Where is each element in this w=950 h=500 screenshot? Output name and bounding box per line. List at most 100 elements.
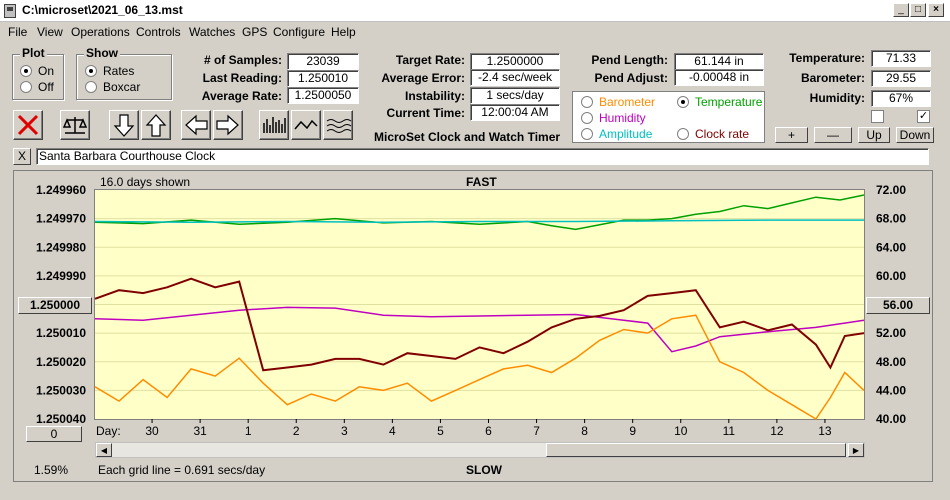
zero-button[interactable]: 0 bbox=[26, 426, 82, 442]
app-icon bbox=[4, 4, 16, 18]
instability-label: Instability: bbox=[404, 89, 465, 103]
plot-on-radio[interactable] bbox=[20, 65, 32, 77]
minus-button[interactable]: — bbox=[814, 127, 852, 143]
center-left-button[interactable]: 1.250000 bbox=[18, 297, 92, 314]
wave-icon bbox=[326, 119, 352, 133]
target-rate-label: Target Rate: bbox=[395, 53, 465, 67]
scroll-right-button[interactable]: ▶ bbox=[848, 443, 864, 457]
menu-view[interactable]: View bbox=[37, 25, 63, 39]
minimize-button[interactable]: _ bbox=[893, 3, 909, 17]
close-button[interactable]: × bbox=[928, 3, 944, 17]
plot-on-label: On bbox=[38, 64, 55, 78]
down-arrow-button[interactable] bbox=[109, 110, 139, 140]
plot-group-title: Plot bbox=[20, 46, 47, 60]
pend-length-field: 61.144 in bbox=[674, 53, 764, 70]
menu-controls[interactable]: Controls bbox=[136, 25, 181, 39]
days-shown-label: 16.0 days shown bbox=[100, 175, 191, 189]
arrow-left-icon bbox=[185, 114, 208, 136]
barometer-field: 29.55 bbox=[871, 70, 931, 87]
plot-off-label: Off bbox=[38, 80, 54, 94]
day-label: Day: bbox=[96, 424, 121, 438]
title-bar: C:\microset\2021_06_13.mst _ □ × bbox=[0, 0, 950, 22]
show-group-title: Show bbox=[84, 46, 120, 60]
series-select-box bbox=[572, 91, 765, 143]
average-error-field: -2.4 sec/week bbox=[470, 69, 560, 86]
plot-off-radio[interactable] bbox=[20, 81, 32, 93]
instability-field: 1 secs/day bbox=[470, 87, 560, 104]
menu-operations[interactable]: Operations bbox=[71, 25, 130, 39]
maximize-button[interactable]: □ bbox=[910, 3, 926, 17]
show-boxcar-radio[interactable] bbox=[85, 81, 97, 93]
average-error-label: Average Error: bbox=[381, 71, 465, 85]
show-boxcar-label: Boxcar bbox=[103, 80, 141, 94]
app-caption: MicroSet Clock and Watch Timer bbox=[374, 130, 561, 144]
humidity-field: 67% bbox=[871, 90, 931, 107]
menu-configure[interactable]: Configure bbox=[273, 25, 326, 39]
clockrate-radio[interactable] bbox=[677, 128, 689, 140]
line-chart-icon bbox=[294, 119, 318, 130]
menu-gps[interactable]: GPS bbox=[242, 25, 268, 39]
bars-view-button[interactable] bbox=[259, 110, 289, 140]
humidity-option: Humidity bbox=[599, 111, 646, 125]
show-rates-radio[interactable] bbox=[85, 65, 97, 77]
show-group bbox=[76, 54, 172, 100]
fast-label: FAST bbox=[466, 175, 497, 189]
window-title: C:\microset\2021_06_13.mst bbox=[22, 3, 183, 17]
average-rate-field: 1.2500050 bbox=[287, 87, 359, 104]
average-rate-label: Average Rate: bbox=[201, 89, 282, 103]
scroll-left-button[interactable]: ◀ bbox=[96, 443, 112, 457]
option-checkbox-2[interactable]: ✓ bbox=[917, 110, 930, 123]
barometer-radio[interactable] bbox=[581, 96, 593, 108]
plot-area bbox=[94, 189, 865, 420]
slow-label: SLOW bbox=[466, 463, 502, 477]
menu-watches[interactable]: Watches bbox=[189, 25, 236, 39]
samples-label: # of Samples: bbox=[203, 53, 282, 67]
option-checkbox-1[interactable] bbox=[871, 110, 884, 123]
left-arrow-button[interactable] bbox=[181, 110, 211, 140]
current-time-label: Current Time: bbox=[386, 106, 465, 120]
right-arrow-button[interactable] bbox=[213, 110, 243, 140]
center-right-button[interactable]: 56.00 bbox=[866, 297, 930, 314]
grid-note: Each grid line = 0.691 secs/day bbox=[98, 463, 266, 477]
barometer-label: Barometer: bbox=[800, 71, 865, 85]
bar-chart-icon bbox=[263, 117, 286, 133]
temperature-option: Temperature bbox=[695, 95, 763, 109]
temperature-field: 71.33 bbox=[871, 50, 931, 67]
humidity-radio[interactable] bbox=[581, 112, 593, 124]
last-reading-label: Last Reading: bbox=[202, 71, 282, 85]
amplitude-option: Amplitude bbox=[599, 127, 653, 141]
horizontal-scrollbar[interactable]: ◀ ▶ bbox=[95, 442, 865, 458]
arrow-right-icon bbox=[216, 114, 239, 136]
temperature-label: Temperature: bbox=[789, 51, 865, 65]
show-rates-label: Rates bbox=[103, 64, 135, 78]
pend-length-label: Pend Length: bbox=[591, 53, 668, 67]
clock-name-field[interactable]: Santa Barbara Courthouse Clock bbox=[36, 148, 929, 165]
clear-clock-button[interactable]: X bbox=[13, 148, 31, 165]
amplitude-radio[interactable] bbox=[581, 128, 593, 140]
scroll-thumb[interactable] bbox=[546, 443, 846, 457]
arrow-up-icon bbox=[145, 114, 167, 137]
menu-help[interactable]: Help bbox=[331, 25, 356, 39]
footer-percent: 1.59% bbox=[34, 463, 69, 477]
temperature-radio[interactable] bbox=[677, 96, 689, 108]
red-x-icon bbox=[17, 114, 39, 136]
samples-field: 23039 bbox=[287, 53, 359, 70]
up-button[interactable]: Up bbox=[858, 127, 890, 143]
menu-bar: File View Operations Controls Watches GP… bbox=[0, 22, 950, 41]
stop-button[interactable] bbox=[13, 110, 43, 140]
menu-file[interactable]: File bbox=[8, 25, 28, 39]
target-rate-field[interactable]: 1.2500000 bbox=[470, 53, 560, 70]
plus-button[interactable]: + bbox=[775, 127, 808, 143]
up-arrow-button[interactable] bbox=[141, 110, 171, 140]
barometer-option: Barometer bbox=[599, 95, 656, 109]
pend-adjust-field[interactable]: -0.00048 in bbox=[674, 69, 764, 86]
clockrate-option: Clock rate bbox=[695, 127, 750, 141]
line-view-button[interactable] bbox=[291, 110, 321, 140]
down-button[interactable]: Down bbox=[896, 127, 934, 143]
pend-adjust-label: Pend Adjust: bbox=[594, 71, 668, 85]
balance-button[interactable] bbox=[60, 110, 90, 140]
chart-frame bbox=[13, 170, 933, 482]
wave-view-button[interactable] bbox=[323, 110, 353, 140]
current-time-field: 12:00:04 AM bbox=[470, 104, 560, 121]
humidity-label: Humidity: bbox=[809, 91, 865, 105]
